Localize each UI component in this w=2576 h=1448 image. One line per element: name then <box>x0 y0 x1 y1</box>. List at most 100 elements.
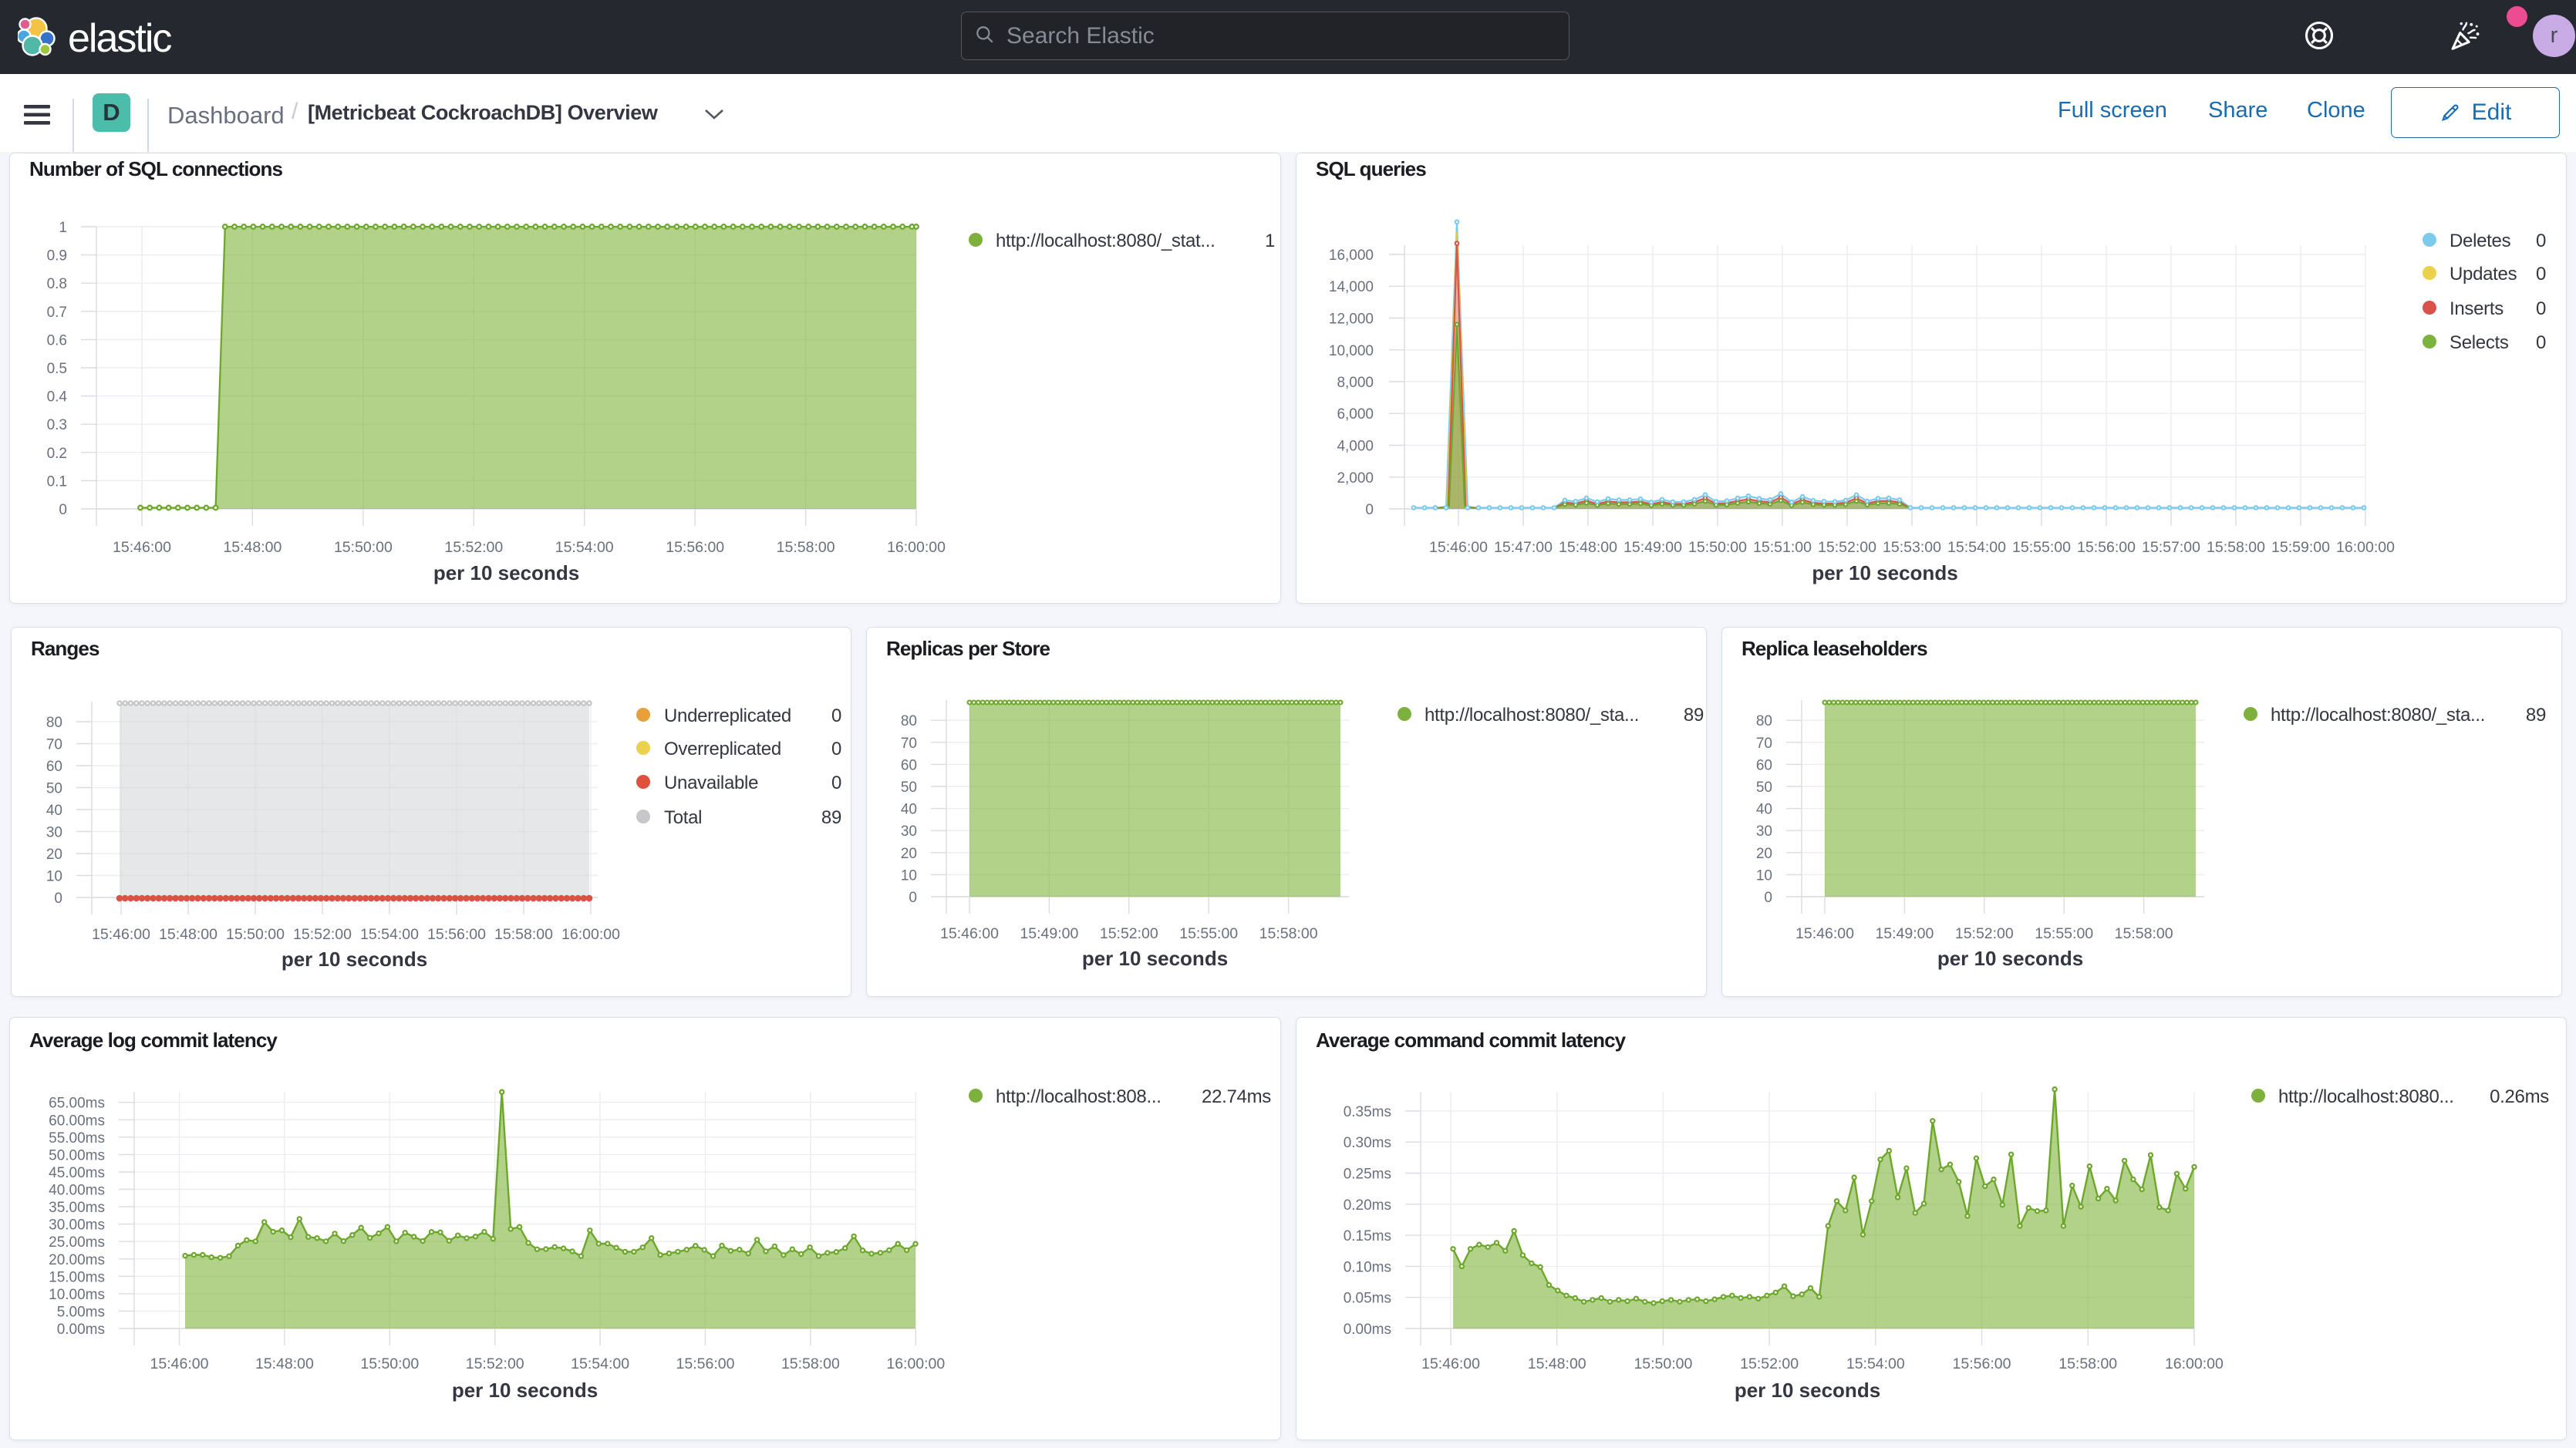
svg-text:16:00:00: 16:00:00 <box>2336 539 2395 556</box>
svg-text:16:00:00: 16:00:00 <box>887 539 946 556</box>
svg-text:per 10 seconds: per 10 seconds <box>282 948 427 971</box>
svg-text:15:58:00: 15:58:00 <box>2115 925 2173 942</box>
svg-text:15:54:00: 15:54:00 <box>360 926 419 943</box>
svg-text:0: 0 <box>1365 502 1374 518</box>
svg-text:http://localhost:8080/_stat...: http://localhost:8080/_stat... <box>996 231 1216 251</box>
svg-text:0.8: 0.8 <box>47 276 67 292</box>
svg-text:Unavailable: Unavailable <box>664 773 758 793</box>
svg-text:0.5: 0.5 <box>47 361 67 377</box>
svg-text:15:49:00: 15:49:00 <box>1020 925 1078 942</box>
svg-text:per 10 seconds: per 10 seconds <box>1735 1379 1880 1402</box>
svg-text:15:46:00: 15:46:00 <box>1421 1355 1480 1372</box>
svg-text:16:00:00: 16:00:00 <box>2165 1355 2224 1372</box>
svg-text:per 10 seconds: per 10 seconds <box>1082 947 1228 970</box>
svg-text:15:55:00: 15:55:00 <box>1179 925 1238 942</box>
svg-text:4,000: 4,000 <box>1337 439 1374 455</box>
svg-text:0: 0 <box>909 890 917 906</box>
svg-text:70: 70 <box>901 736 917 752</box>
svg-text:15:46:00: 15:46:00 <box>1429 539 1488 556</box>
svg-text:0.35ms: 0.35ms <box>1344 1104 1391 1120</box>
svg-text:0: 0 <box>1764 890 1772 906</box>
svg-text:15:53:00: 15:53:00 <box>1883 539 1941 556</box>
svg-text:10: 10 <box>901 867 917 884</box>
svg-text:0: 0 <box>2536 264 2546 285</box>
svg-text:89: 89 <box>2526 705 2546 726</box>
svg-text:15:51:00: 15:51:00 <box>1753 539 1812 556</box>
svg-text:12,000: 12,000 <box>1329 311 1374 328</box>
svg-text:40: 40 <box>901 802 917 818</box>
svg-text:25.00ms: 25.00ms <box>49 1234 105 1251</box>
svg-text:50: 50 <box>46 781 62 797</box>
svg-text:15:50:00: 15:50:00 <box>1688 539 1747 556</box>
svg-text:0: 0 <box>831 773 841 793</box>
svg-text:20: 20 <box>901 846 917 862</box>
svg-text:15:55:00: 15:55:00 <box>2012 539 2071 556</box>
svg-text:20.00ms: 20.00ms <box>49 1252 105 1268</box>
svg-text:60: 60 <box>46 759 62 775</box>
svg-text:0: 0 <box>54 891 62 907</box>
svg-text:80: 80 <box>46 715 62 731</box>
svg-text:2,000: 2,000 <box>1337 470 1374 487</box>
svg-text:60: 60 <box>1756 757 1772 773</box>
svg-text:15:52:00: 15:52:00 <box>293 926 352 943</box>
svg-text:Total: Total <box>664 807 702 828</box>
svg-text:1: 1 <box>59 220 67 236</box>
svg-text:15:58:00: 15:58:00 <box>2207 539 2265 556</box>
svg-text:60: 60 <box>901 757 917 773</box>
svg-text:1: 1 <box>1265 231 1275 251</box>
svg-text:15:46:00: 15:46:00 <box>113 539 171 556</box>
svg-text:0.10ms: 0.10ms <box>1344 1259 1391 1275</box>
svg-text:0.00ms: 0.00ms <box>57 1322 105 1338</box>
svg-text:15.00ms: 15.00ms <box>49 1269 105 1285</box>
svg-text:15:52:00: 15:52:00 <box>466 1355 524 1372</box>
svg-text:0.4: 0.4 <box>47 389 68 406</box>
svg-text:0.05ms: 0.05ms <box>1344 1291 1391 1307</box>
svg-text:15:54:00: 15:54:00 <box>555 539 614 556</box>
svg-text:0: 0 <box>2536 298 2546 319</box>
svg-text:http://localhost:808...: http://localhost:808... <box>996 1086 1162 1107</box>
svg-text:30: 30 <box>46 825 62 841</box>
svg-text:45.00ms: 45.00ms <box>49 1165 105 1181</box>
svg-text:15:58:00: 15:58:00 <box>1259 925 1318 942</box>
svg-text:15:48:00: 15:48:00 <box>1528 1355 1586 1372</box>
svg-text:http://localhost:8080/_sta...: http://localhost:8080/_sta... <box>1425 705 1639 726</box>
svg-text:0: 0 <box>59 502 67 518</box>
svg-text:http://localhost:8080...: http://localhost:8080... <box>2278 1086 2454 1107</box>
svg-text:70: 70 <box>46 737 62 753</box>
svg-text:0.7: 0.7 <box>47 305 67 321</box>
svg-text:10,000: 10,000 <box>1329 343 1374 359</box>
svg-text:80: 80 <box>1756 713 1772 729</box>
svg-text:0.2: 0.2 <box>47 446 67 462</box>
svg-text:0.30ms: 0.30ms <box>1344 1135 1391 1151</box>
svg-text:15:48:00: 15:48:00 <box>1559 539 1617 556</box>
svg-text:10: 10 <box>1756 867 1772 884</box>
svg-text:30: 30 <box>901 823 917 840</box>
svg-text:0: 0 <box>831 739 841 759</box>
svg-text:14,000: 14,000 <box>1329 279 1374 295</box>
svg-text:0.9: 0.9 <box>47 248 67 264</box>
svg-text:per 10 seconds: per 10 seconds <box>1812 561 1957 584</box>
svg-text:15:59:00: 15:59:00 <box>2271 539 2330 556</box>
svg-text:0.20ms: 0.20ms <box>1344 1197 1391 1214</box>
svg-text:15:46:00: 15:46:00 <box>150 1355 209 1372</box>
svg-text:89: 89 <box>1684 705 1704 726</box>
svg-text:10.00ms: 10.00ms <box>49 1287 105 1303</box>
svg-text:15:50:00: 15:50:00 <box>334 539 393 556</box>
svg-text:15:52:00: 15:52:00 <box>1740 1355 1799 1372</box>
svg-text:Inserts: Inserts <box>2450 298 2504 319</box>
svg-text:8,000: 8,000 <box>1337 375 1374 391</box>
svg-text:0.00ms: 0.00ms <box>1344 1322 1391 1338</box>
svg-text:15:55:00: 15:55:00 <box>2035 925 2093 942</box>
svg-text:Selects: Selects <box>2450 332 2509 353</box>
svg-text:Overreplicated: Overreplicated <box>664 739 781 759</box>
svg-text:15:54:00: 15:54:00 <box>1947 539 2006 556</box>
svg-text:20: 20 <box>1756 846 1772 862</box>
svg-text:40: 40 <box>46 803 62 819</box>
svg-text:Updates: Updates <box>2450 264 2517 285</box>
svg-text:89: 89 <box>821 807 841 828</box>
svg-text:15:46:00: 15:46:00 <box>92 926 150 943</box>
svg-text:15:58:00: 15:58:00 <box>2058 1355 2117 1372</box>
svg-text:15:48:00: 15:48:00 <box>255 1355 314 1372</box>
svg-text:80: 80 <box>901 713 917 729</box>
svg-text:15:48:00: 15:48:00 <box>159 926 217 943</box>
